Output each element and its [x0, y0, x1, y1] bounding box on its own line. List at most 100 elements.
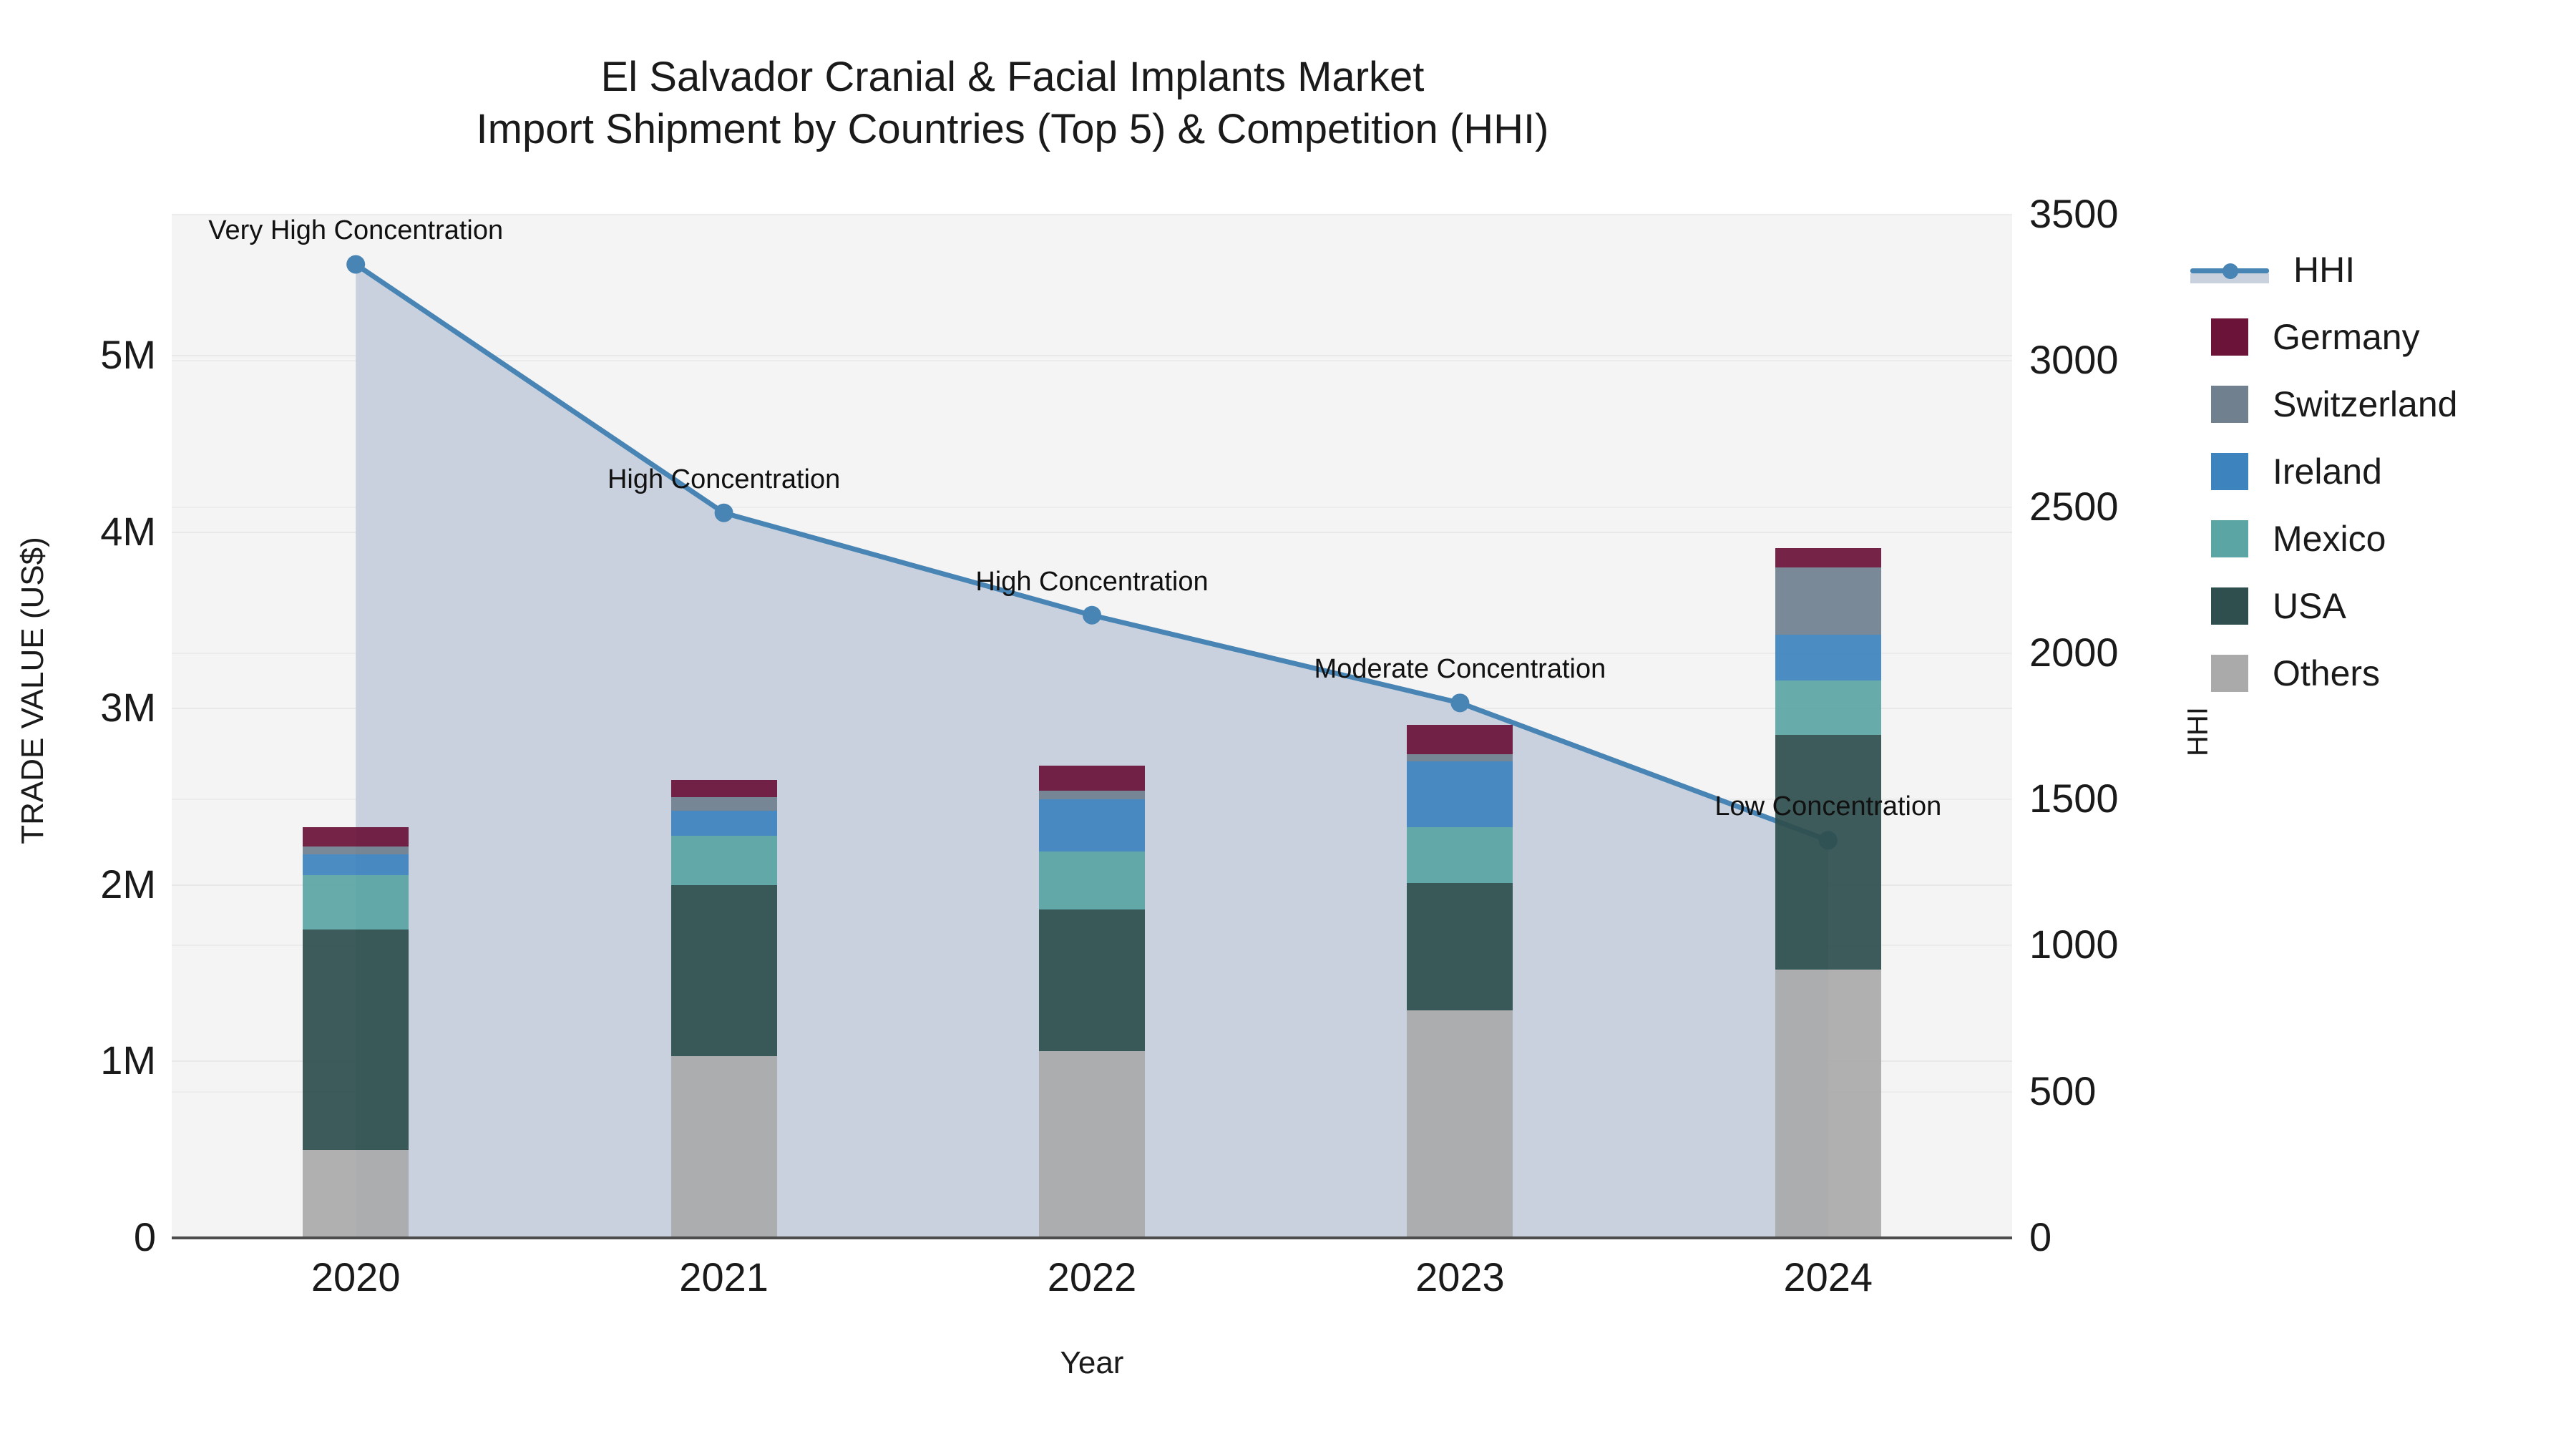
legend-swatch-germany	[2211, 318, 2248, 356]
bar-segment-2021-mexico[interactable]	[670, 835, 777, 885]
y-tick-right-500: 500	[2029, 1068, 2097, 1113]
legend-label-switzerland: Switzerland	[2273, 384, 2458, 424]
annotation-2023: Moderate Concentration	[1314, 654, 1606, 685]
bar-segment-2024-switzerland[interactable]	[1775, 567, 1881, 635]
bar-segment-2020-mexico[interactable]	[303, 875, 409, 930]
y-tick-right-3500: 3500	[2029, 191, 2119, 236]
gridline-right-3500	[172, 214, 2012, 215]
plot-area: Very High Concentration High Concentratio…	[172, 214, 2012, 1239]
bar-group-2020[interactable]	[303, 215, 409, 1238]
concentration-annotations: Very High Concentration High Concentratio…	[172, 215, 2012, 1238]
y-tick-right-2000: 2000	[2029, 629, 2119, 675]
legend-item-usa[interactable]: USA	[2211, 572, 2540, 640]
annotation-2024: Low Concentration	[1714, 791, 1942, 822]
chart-title: El Salvador Cranial & Facial Implants Ma…	[0, 52, 2025, 155]
x-tick-2023: 2023	[1415, 1254, 1505, 1299]
legend-swatch-ireland	[2211, 453, 2248, 490]
x-axis-line	[172, 1236, 2012, 1239]
hhi-marker-2023[interactable]	[1450, 693, 1470, 713]
bar-segment-2021-others[interactable]	[670, 1056, 777, 1238]
bar-segment-2023-germany[interactable]	[1407, 724, 1513, 755]
legend-label-mexico: Mexico	[2273, 519, 2386, 559]
y-tick-right-0: 0	[2029, 1214, 2052, 1259]
legend-swatch-usa	[2211, 587, 2248, 625]
gridline-left-5M	[172, 355, 2012, 357]
hhi-marker-2020[interactable]	[346, 255, 366, 274]
bar-segment-2021-ireland[interactable]	[670, 811, 777, 836]
legend-item-germany[interactable]: Germany	[2211, 303, 2540, 371]
y-tick-left-4M: 4M	[100, 508, 156, 554]
bar-segment-2022-mexico[interactable]	[1039, 852, 1145, 910]
annotation-2021: High Concentration	[607, 464, 841, 494]
bar-segment-2023-usa[interactable]	[1407, 883, 1513, 1010]
bar-segment-2020-usa[interactable]	[303, 929, 409, 1150]
x-axis-title: Year	[1060, 1345, 1124, 1380]
annotation-2022: High Concentration	[975, 566, 1209, 597]
legend-dot-icon	[2223, 263, 2238, 279]
bar-segment-2024-usa[interactable]	[1775, 735, 1881, 970]
bar-segment-2021-germany[interactable]	[670, 779, 777, 798]
bar-segment-2024-mexico[interactable]	[1775, 680, 1881, 736]
gridline-right-3000	[172, 360, 2012, 362]
bar-segment-2021-usa[interactable]	[670, 884, 777, 1057]
y-axis-left-title: TRADE VALUE (US$)	[15, 537, 50, 844]
legend-item-switzerland[interactable]: Switzerland	[2211, 371, 2540, 438]
bar-segment-2023-others[interactable]	[1407, 1010, 1513, 1238]
y-tick-right-1000: 1000	[2029, 922, 2119, 967]
bar-segment-2020-switzerland[interactable]	[303, 846, 409, 854]
bar-group-2024[interactable]	[1775, 215, 1881, 1238]
legend-label-others: Others	[2273, 653, 2381, 693]
legend-item-ireland[interactable]: Ireland	[2211, 438, 2540, 505]
y-tick-right-1500: 1500	[2029, 776, 2119, 821]
legend-label-hhi: HHI	[2293, 250, 2356, 290]
bar-segment-2020-germany[interactable]	[303, 826, 409, 847]
bar-group-2021[interactable]	[670, 215, 777, 1238]
legend-label-germany: Germany	[2273, 317, 2420, 357]
y-tick-left-0: 0	[133, 1214, 156, 1259]
bar-group-2022[interactable]	[1039, 215, 1145, 1238]
legend-item-mexico[interactable]: Mexico	[2211, 505, 2540, 572]
bar-segment-2024-germany[interactable]	[1775, 548, 1881, 568]
x-tick-2022: 2022	[1047, 1254, 1137, 1299]
y-tick-right-3000: 3000	[2029, 337, 2119, 383]
legend-label-ireland: Ireland	[2273, 452, 2382, 492]
bar-segment-2022-usa[interactable]	[1039, 909, 1145, 1051]
chart-title-line-2: Import Shipment by Countries (Top 5) & C…	[476, 105, 1549, 152]
hhi-marker-2021[interactable]	[714, 503, 733, 522]
bar-group-2023[interactable]	[1407, 215, 1513, 1238]
gridline-left-4M	[172, 531, 2012, 533]
y-tick-left-3M: 3M	[100, 685, 156, 731]
legend-label-usa: USA	[2273, 586, 2346, 626]
y-tick-left-2M: 2M	[100, 861, 156, 907]
chart-legend: HHI Germany Switzerland Ireland Mexico USA Oth…	[2190, 236, 2540, 707]
legend-item-hhi[interactable]: HHI	[2190, 236, 2540, 303]
chart-title-line-1: El Salvador Cranial & Facial Implants Ma…	[600, 54, 1425, 100]
x-tick-2021: 2021	[679, 1254, 769, 1299]
legend-swatch-switzerland	[2211, 386, 2248, 423]
bar-segment-2023-ireland[interactable]	[1407, 761, 1513, 827]
bar-segment-2024-others[interactable]	[1775, 970, 1881, 1238]
bar-segment-2020-others[interactable]	[303, 1149, 409, 1238]
bar-segment-2023-mexico[interactable]	[1407, 826, 1513, 884]
y-tick-right-2500: 2500	[2029, 483, 2119, 529]
bar-segment-2020-ireland[interactable]	[303, 854, 409, 876]
legend-line-marker-icon	[2190, 251, 2269, 288]
bar-segment-2022-switzerland[interactable]	[1039, 791, 1145, 800]
bar-segment-2021-switzerland[interactable]	[670, 797, 777, 811]
legend-swatch-mexico	[2211, 520, 2248, 557]
bar-segment-2022-ireland[interactable]	[1039, 799, 1145, 852]
bar-segment-2023-switzerland[interactable]	[1407, 754, 1513, 762]
legend-item-others[interactable]: Others	[2211, 640, 2540, 707]
bar-segment-2024-ireland[interactable]	[1775, 634, 1881, 680]
stacked-bars-layer	[172, 215, 2012, 1238]
legend-swatch-others	[2211, 655, 2248, 692]
gridline-right-2500	[172, 506, 2012, 508]
bar-segment-2022-others[interactable]	[1039, 1050, 1145, 1238]
y-tick-left-1M: 1M	[100, 1038, 156, 1083]
bar-segment-2022-germany[interactable]	[1039, 766, 1145, 791]
x-tick-2024: 2024	[1783, 1254, 1873, 1299]
x-tick-2020: 2020	[311, 1254, 401, 1299]
hhi-marker-2022[interactable]	[1083, 605, 1101, 625]
y-axis-right-title: HHI	[2182, 707, 2214, 756]
